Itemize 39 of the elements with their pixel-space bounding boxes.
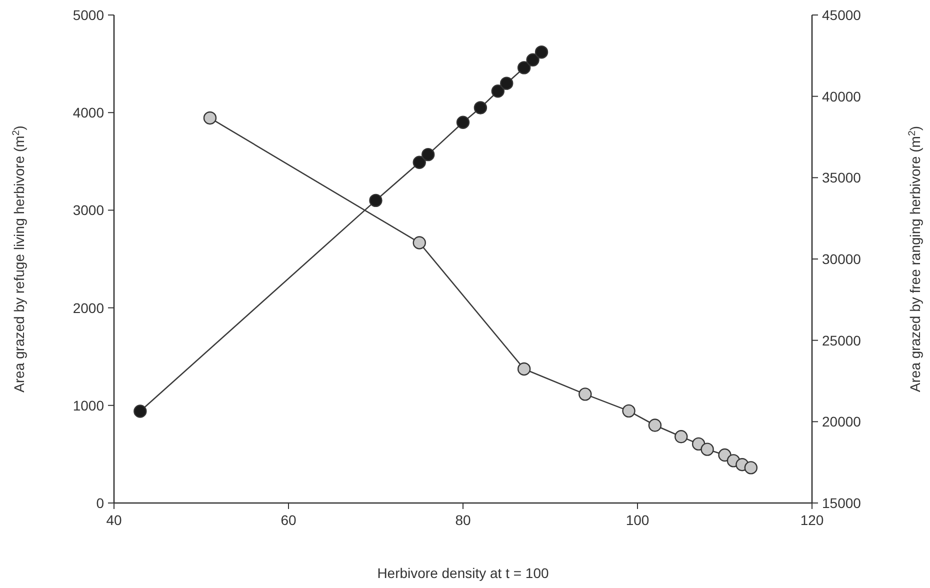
point	[517, 362, 531, 376]
point	[744, 461, 758, 474]
point	[203, 111, 217, 125]
y-tick-label: 4000	[72, 104, 104, 121]
y2-tick-label: 35000	[822, 170, 862, 186]
point	[578, 388, 592, 401]
point	[422, 148, 435, 162]
y2-tick-label: 20000	[822, 414, 862, 430]
point	[134, 404, 147, 418]
y-tick-label: 5000	[72, 7, 104, 23]
x-tick-label: 60	[280, 512, 296, 528]
y-tick-label: 0	[96, 495, 104, 511]
point	[648, 418, 662, 432]
x-tick-label: 100	[626, 512, 650, 528]
x-tick-label: 120	[800, 512, 824, 528]
point	[700, 442, 714, 456]
y2-tick-label: 40000	[822, 88, 862, 104]
point	[369, 194, 382, 208]
y2-tick-label: 25000	[822, 332, 862, 348]
x-tick-label: 40	[106, 512, 122, 528]
point	[474, 101, 488, 114]
x-axis-title: Herbivore density at t = 100	[377, 565, 550, 581]
point	[491, 84, 504, 98]
point	[500, 76, 514, 90]
point	[412, 156, 426, 169]
point	[674, 430, 688, 444]
y2-tick-label: 45000	[822, 7, 862, 23]
y-tick-label: 1000	[72, 397, 104, 414]
y-tick-label: 2000	[72, 300, 104, 316]
y-tick-label: 3000	[72, 202, 104, 218]
point	[456, 116, 470, 129]
point	[526, 53, 540, 66]
point	[412, 236, 426, 250]
point	[622, 404, 636, 418]
x-tick-label: 80	[455, 512, 471, 528]
y2-tick-label: 30000	[822, 251, 862, 267]
point	[534, 45, 548, 59]
point	[517, 61, 531, 74]
y2-tick-label: 15000	[822, 495, 862, 511]
